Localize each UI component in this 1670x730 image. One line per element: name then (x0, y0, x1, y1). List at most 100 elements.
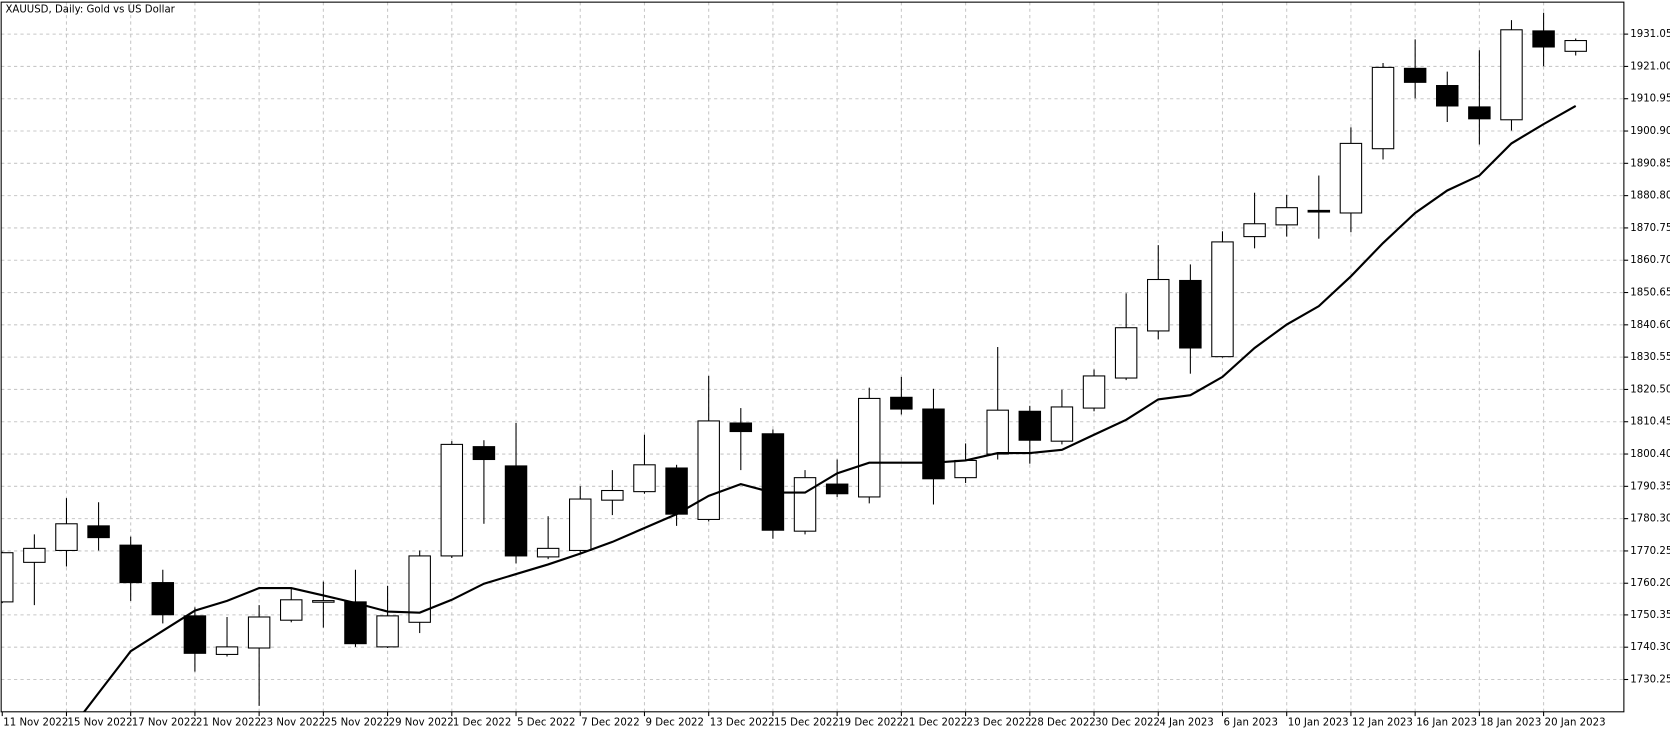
candle-body (858, 397, 881, 498)
candle-body (1468, 106, 1491, 120)
x-tick-label: 23 Nov 2022 (260, 718, 325, 729)
y-tick-label: 1770.25 (1630, 546, 1670, 557)
x-tick-label: 18 Jan 2023 (1480, 718, 1541, 729)
candle-body (665, 467, 688, 515)
candle-body (1050, 406, 1074, 442)
candle-body (55, 523, 78, 551)
y-tick-label: 1850.65 (1630, 288, 1670, 299)
candle-body (472, 446, 496, 461)
y-tick-label: 1820.50 (1630, 384, 1670, 395)
x-tick-label: 10 Jan 2023 (1288, 718, 1349, 729)
candle-body (1082, 375, 1106, 409)
candle-body (1, 552, 14, 603)
x-tick-label: 17 Nov 2022 (132, 718, 197, 729)
candle-body (1179, 279, 1202, 349)
candle-body (569, 498, 592, 551)
ma-line (82, 105, 1577, 712)
candle-body (825, 483, 849, 495)
candle-body (87, 525, 110, 539)
x-tick-label: 1 Dec 2022 (453, 718, 511, 729)
candle-body (1371, 66, 1395, 150)
candle-body (504, 465, 528, 557)
candle-body (23, 547, 46, 563)
candle-body (1307, 209, 1331, 213)
x-tick-label: 30 Dec 2022 (1095, 718, 1160, 729)
chart-title: XAUUSD, Daily: Gold vs US Dollar (5, 5, 175, 16)
x-tick-label: 9 Dec 2022 (646, 718, 704, 729)
candle-body (280, 599, 303, 621)
candle-body (1243, 223, 1266, 238)
y-tick-label: 1780.30 (1630, 514, 1670, 525)
candle-body (151, 582, 175, 616)
candle-body (376, 615, 399, 648)
candle-body (633, 464, 656, 493)
candle-body (1500, 29, 1523, 121)
candle-body (1403, 67, 1427, 83)
plot-area (1, 12, 1587, 712)
x-tick-label: 11 Nov 2022 (3, 718, 68, 729)
x-tick-label: 25 Nov 2022 (324, 718, 389, 729)
candle-body (601, 489, 624, 501)
y-tick-label: 1800.40 (1630, 449, 1670, 460)
candle-body (793, 477, 817, 532)
candle-body (1532, 30, 1555, 48)
x-tick-label: 15 Nov 2022 (68, 718, 133, 729)
y-tick-label: 1900.90 (1630, 126, 1670, 137)
y-tick-label: 1921.00 (1630, 61, 1670, 72)
candle-body (1114, 327, 1138, 379)
candle-body (247, 616, 271, 649)
x-tick-label: 23 Dec 2022 (967, 718, 1032, 729)
y-tick-label: 1890.85 (1630, 158, 1670, 169)
x-tick-label: 15 Dec 2022 (774, 718, 839, 729)
y-tick-label: 1840.60 (1630, 320, 1670, 331)
candle-body (1018, 410, 1042, 441)
x-tick-label: 7 Dec 2022 (581, 718, 639, 729)
x-tick-label: 28 Dec 2022 (1031, 718, 1096, 729)
candle-body (697, 420, 720, 520)
candle-body (1275, 207, 1298, 226)
candle-body (729, 422, 753, 433)
y-tick-label: 1910.95 (1630, 94, 1670, 105)
candle-body (1436, 85, 1459, 107)
y-tick-label: 1790.35 (1630, 481, 1670, 492)
candle-body (215, 646, 239, 655)
y-tick-label: 1931.05 (1630, 29, 1670, 40)
candle-body (890, 396, 913, 410)
y-tick-label: 1810.45 (1630, 417, 1670, 428)
candle-body (536, 547, 560, 558)
candle-body (986, 409, 1009, 455)
y-tick-label: 1740.30 (1630, 642, 1670, 653)
candle-body (1147, 278, 1170, 332)
candle-body (1211, 241, 1234, 358)
x-tick-label: 20 Jan 2023 (1545, 718, 1606, 729)
x-tick-label: 16 Jan 2023 (1416, 718, 1477, 729)
y-tick-label: 1750.35 (1630, 610, 1670, 621)
x-tick-label: 21 Dec 2022 (902, 718, 967, 729)
x-tick-label: 19 Dec 2022 (838, 718, 903, 729)
candle-body (344, 601, 367, 645)
y-tick-label: 1870.75 (1630, 223, 1670, 234)
x-tick-label: 21 Nov 2022 (196, 718, 261, 729)
candle-body (408, 555, 431, 623)
y-tick-label: 1760.20 (1630, 578, 1670, 589)
x-tick-label: 13 Dec 2022 (710, 718, 775, 729)
y-tick-label: 1880.80 (1630, 191, 1670, 202)
candle-body (119, 544, 142, 584)
candle-body (1564, 40, 1587, 52)
candle-body (1339, 142, 1363, 214)
x-tick-label: 29 Nov 2022 (389, 718, 454, 729)
candle-body (312, 600, 335, 603)
x-tick-label: 5 Dec 2022 (517, 718, 575, 729)
y-tick-label: 1730.25 (1630, 675, 1670, 686)
y-tick-label: 1860.70 (1630, 255, 1670, 266)
x-tick-label: 6 Jan 2023 (1224, 718, 1278, 729)
candle-body (183, 615, 207, 654)
candle-body (761, 433, 785, 531)
candle-body (954, 459, 977, 479)
y-tick-label: 1830.55 (1630, 352, 1670, 363)
candle-body (440, 443, 464, 557)
x-tick-label: 12 Jan 2023 (1352, 718, 1413, 729)
candle-body (922, 408, 945, 480)
x-tick-label: 4 Jan 2023 (1159, 718, 1213, 729)
